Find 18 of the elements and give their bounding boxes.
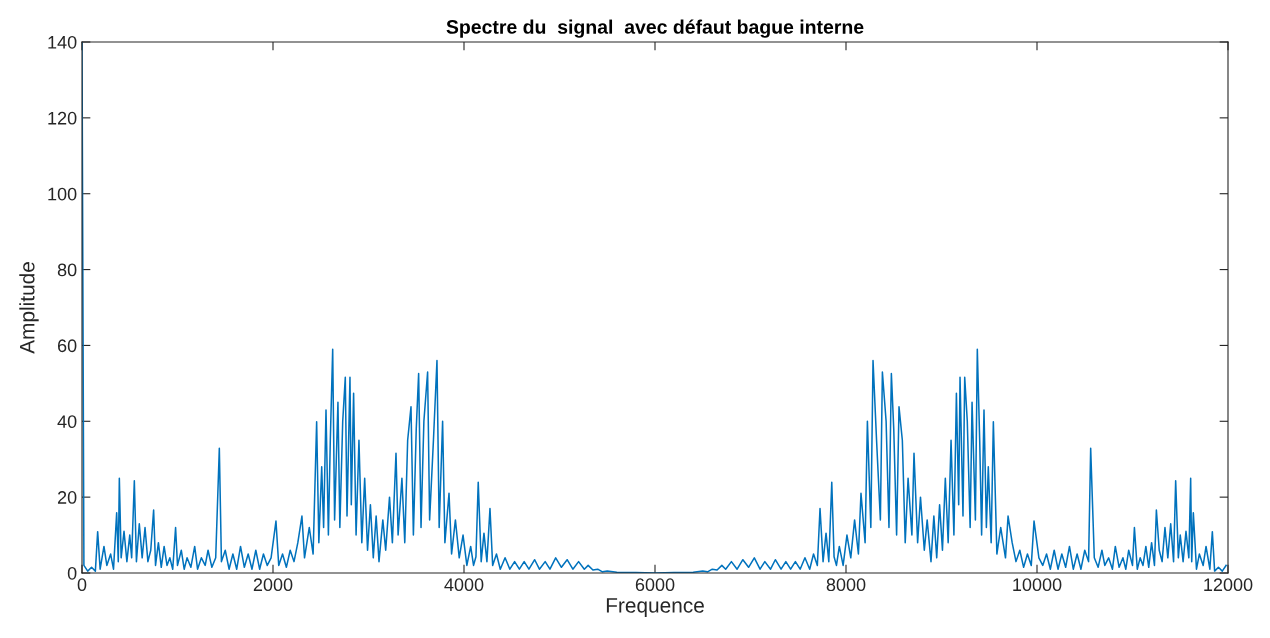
x-tick-label: 12000 xyxy=(1204,578,1253,592)
y-tick-label: 120 xyxy=(48,111,77,125)
y-tick-label: 40 xyxy=(57,415,77,429)
x-tick-label: 0 xyxy=(77,578,87,592)
y-tick-label: 0 xyxy=(67,566,77,580)
x-tick-label: 4000 xyxy=(444,578,484,592)
y-tick-label: 80 xyxy=(57,263,77,277)
y-axis-title: Amplitude xyxy=(19,262,39,354)
x-tick-label: 10000 xyxy=(1013,578,1062,592)
x-axis-title: Frequence xyxy=(606,598,704,617)
y-tick-label: 20 xyxy=(57,491,77,504)
x-tick-label: 2000 xyxy=(253,578,293,592)
x-tick-label: 6000 xyxy=(635,578,675,592)
x-tick-label: 8000 xyxy=(826,578,866,592)
chart-title: Spectre du signal avec défaut bague interne xyxy=(446,19,864,38)
y-tick-label: 140 xyxy=(48,35,77,49)
y-tick-label: 60 xyxy=(57,339,77,353)
y-tick-label: 100 xyxy=(48,187,77,201)
